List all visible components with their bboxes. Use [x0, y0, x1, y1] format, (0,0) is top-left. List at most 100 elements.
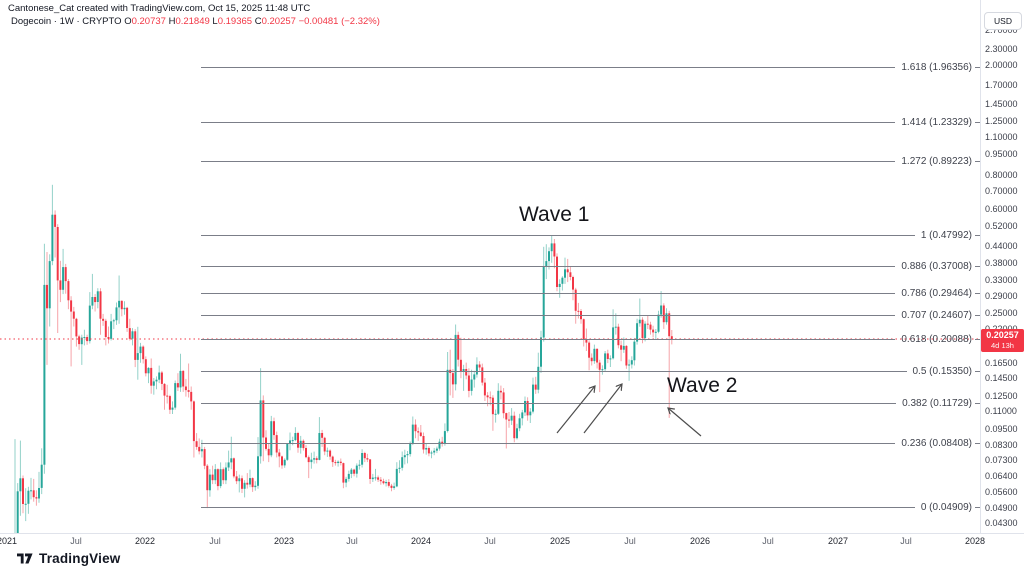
candle-body: [345, 478, 348, 483]
candle-body: [27, 490, 30, 504]
price-tick-label: 0.95000: [985, 149, 1018, 160]
candle-body: [606, 353, 609, 359]
candle-body: [259, 400, 262, 457]
fib-level-tick: [975, 442, 980, 444]
candle-body: [358, 464, 361, 466]
annotation-arrow[interactable]: [583, 384, 622, 434]
candle-body: [88, 305, 91, 342]
candle-body: [305, 448, 307, 458]
candle-body: [475, 364, 478, 375]
wave-1-label[interactable]: Wave 1: [519, 203, 590, 226]
fib-level-1.618[interactable]: 1.618 (1.96356): [201, 61, 980, 75]
candle-body: [267, 448, 270, 456]
fib-level-label: 0 (0.04909): [920, 502, 972, 514]
candle-body: [548, 251, 550, 262]
price-tick-label: 0.11000: [985, 406, 1017, 417]
price-tick-label: 0.16500: [985, 357, 1018, 368]
fib-level-0.618[interactable]: 0.618 (0.20088): [201, 332, 980, 346]
annotation-arrow[interactable]: [668, 408, 702, 437]
price-tick-label: 0.38000: [985, 258, 1018, 269]
candle-body: [505, 413, 508, 420]
fib-level-line: [201, 314, 896, 316]
time-tick-label: 2026: [689, 536, 711, 546]
candle-body: [56, 227, 59, 281]
candle-body: [478, 364, 481, 368]
candle-body: [110, 321, 113, 339]
fib-level-0.886[interactable]: 0.886 (0.37008): [201, 260, 980, 274]
candle-body: [136, 353, 139, 360]
fib-level-0.5[interactable]: 0.5 (0.15350): [201, 365, 980, 379]
fib-level-label: 0.707 (0.24607): [901, 309, 972, 321]
candle-body: [142, 346, 145, 360]
fib-level-0[interactable]: 0 (0.04909): [201, 501, 980, 515]
time-tick-label: Jul: [762, 536, 774, 546]
candle-body: [286, 443, 289, 460]
candle-body: [232, 458, 235, 477]
tradingview-logo[interactable]: TradingView: [17, 551, 120, 566]
candle-body: [564, 269, 566, 278]
candle-body: [403, 455, 406, 458]
candle-body: [291, 440, 294, 442]
bar-close-countdown: 4d 13h: [991, 340, 1014, 350]
candle-body: [508, 419, 510, 421]
annotation-arrow[interactable]: [556, 386, 595, 434]
candle-body: [625, 345, 628, 366]
fib-level-1.414[interactable]: 1.414 (1.23329): [201, 116, 980, 130]
currency-toggle-button[interactable]: USD: [984, 12, 1022, 30]
price-tick-label: 1.10000: [985, 131, 1018, 142]
ohlc-value: 0.19365: [217, 16, 253, 27]
symbol-ohlc-row[interactable]: Dogecoin · 1W · CRYPTO O0.20737 H0.21849…: [11, 16, 380, 27]
candle-body: [398, 467, 401, 469]
candle-body: [329, 450, 332, 457]
fib-level-1[interactable]: 1 (0.47992): [201, 229, 980, 243]
candle-body: [446, 369, 449, 431]
candle-body: [273, 421, 275, 436]
price-tick-label: 0.14500: [985, 373, 1018, 384]
candle-body: [590, 357, 593, 362]
candle-body: [179, 370, 182, 388]
candle-body: [120, 300, 123, 310]
candle-body: [313, 458, 316, 460]
candle-body: [222, 469, 225, 481]
fib-level-label: 0.886 (0.37008): [901, 261, 972, 273]
candle-body: [235, 476, 238, 482]
candle-body: [657, 314, 660, 332]
candle-body: [315, 458, 318, 460]
candle-body: [649, 324, 652, 330]
candle-body: [470, 379, 473, 391]
candle-body: [176, 383, 179, 388]
fib-level-line: [201, 338, 896, 340]
candle-body: [219, 469, 222, 487]
fib-level-label: 0.382 (0.11729): [902, 398, 972, 410]
wave-2-label[interactable]: Wave 2: [667, 374, 738, 397]
candle-body: [182, 370, 185, 387]
price-tick-label: 1.25000: [985, 116, 1018, 127]
candle-body: [513, 415, 516, 439]
candle-body: [350, 469, 353, 474]
candle-body: [184, 386, 187, 391]
interval-label[interactable]: 1W: [59, 16, 74, 27]
candle-body: [163, 383, 166, 396]
candle-body: [612, 327, 615, 359]
candle-body: [203, 449, 206, 466]
fib-level-0.236[interactable]: 0.236 (0.08408): [201, 436, 980, 450]
fib-level-1.272[interactable]: 1.272 (0.89223): [201, 155, 980, 169]
candle-body: [435, 448, 438, 451]
symbol-name[interactable]: Dogecoin: [11, 16, 52, 27]
candle-body: [91, 297, 94, 306]
candle-body: [518, 418, 521, 429]
candle-body: [369, 459, 372, 479]
candle-body: [654, 331, 657, 333]
fib-level-line: [201, 235, 915, 237]
candle-body: [208, 474, 211, 491]
candle-body: [537, 366, 540, 390]
fib-level-0.382[interactable]: 0.382 (0.11729): [201, 397, 980, 411]
fib-level-0.786[interactable]: 0.786 (0.29464): [201, 287, 980, 301]
candle-body: [230, 458, 233, 463]
candle-body: [294, 433, 297, 441]
candle-body: [128, 328, 131, 339]
fib-level-0.707[interactable]: 0.707 (0.24607): [201, 308, 980, 322]
candle-body: [521, 412, 524, 419]
candle-body: [374, 477, 377, 479]
